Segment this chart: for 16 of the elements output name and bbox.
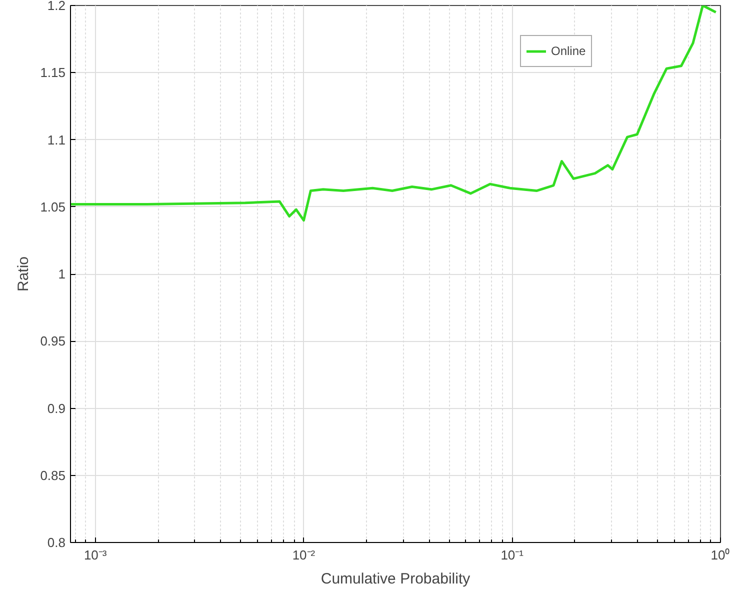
y-tick-label: 1.05 [40, 199, 66, 214]
legend-label: Online [551, 44, 586, 58]
y-tick-label: 0.8 [47, 535, 66, 550]
y-tick-label: 1 [58, 266, 66, 282]
y-tick-label: 1.2 [47, 0, 66, 13]
x-tick-label: 10⁻³ [84, 548, 108, 562]
x-axis-title: Cumulative Probability [320, 570, 471, 588]
x-tick-label: 10⁰ [710, 548, 730, 562]
y-tick-label: 0.85 [40, 468, 66, 483]
x-tick-label: 10⁻¹ [500, 548, 524, 562]
x-tick-label: 10⁻² [292, 548, 316, 562]
y-tick-label: 1.1 [47, 132, 66, 148]
y-tick-label: 0.95 [40, 334, 66, 349]
y-tick-label: 0.9 [47, 400, 66, 416]
y-axis-title: Ratio [15, 256, 32, 292]
y-tick-label: 1.15 [40, 65, 66, 80]
